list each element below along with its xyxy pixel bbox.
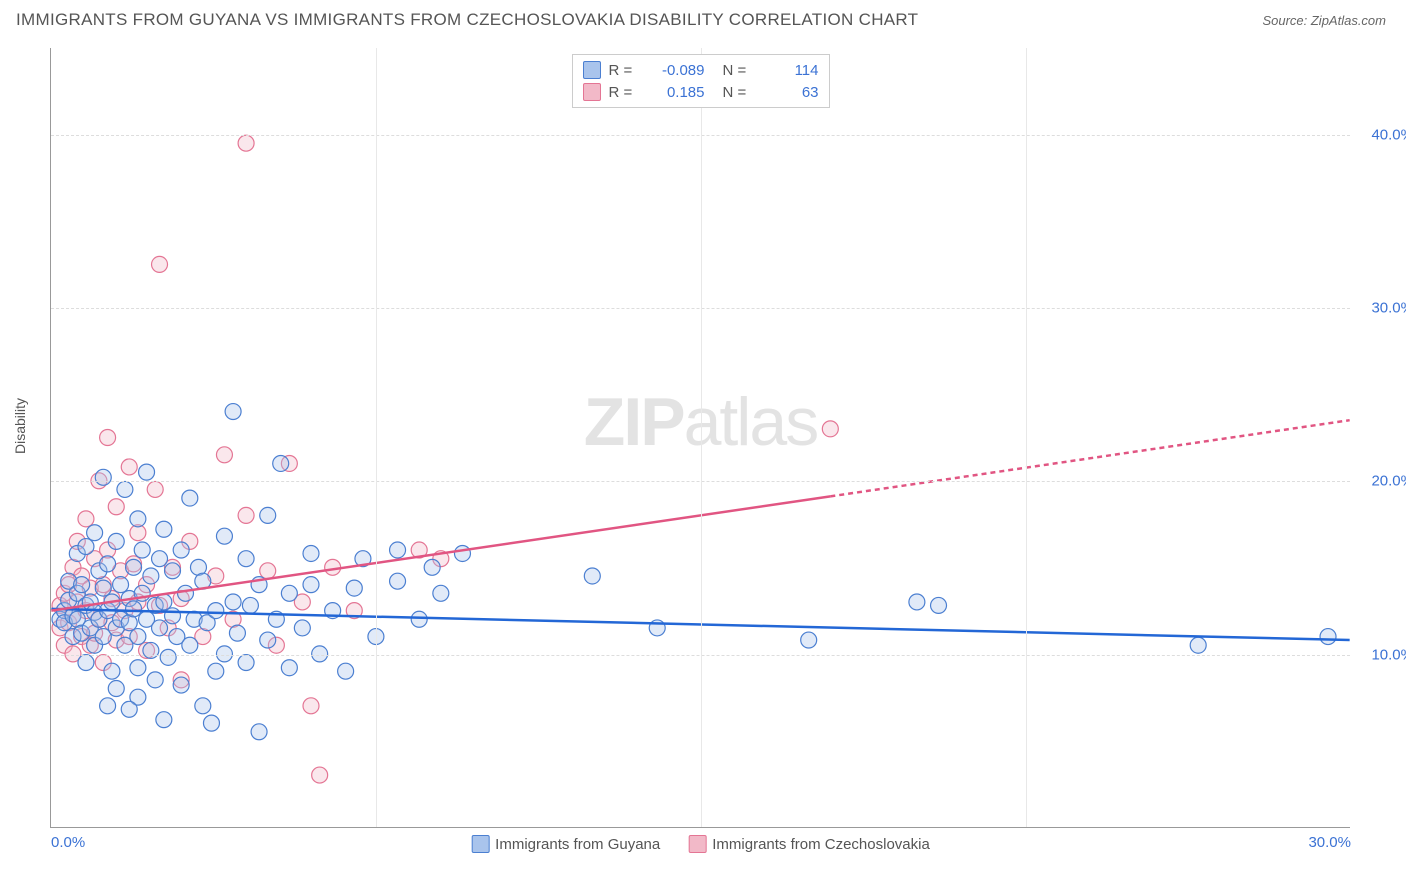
legend-item-guyana: Immigrants from Guyana [471, 835, 660, 853]
legend-row-guyana: R = -0.089 N = 114 [583, 59, 819, 81]
legend-item-czech: Immigrants from Czechoslovakia [688, 835, 930, 853]
gridline-v [376, 48, 377, 827]
swatch-guyana [583, 61, 601, 79]
gridline-v [701, 48, 702, 827]
gridline-v [1026, 48, 1027, 827]
chart-plot-area: ZIPatlas R = -0.089 N = 114 R = 0.185 N … [50, 48, 1350, 828]
chart-title: IMMIGRANTS FROM GUYANA VS IMMIGRANTS FRO… [16, 10, 918, 30]
y-tick-label: 10.0% [1371, 646, 1406, 663]
source-link[interactable]: ZipAtlas.com [1311, 13, 1386, 28]
swatch-czech [583, 83, 601, 101]
swatch-czech-icon [688, 835, 706, 853]
correlation-legend: R = -0.089 N = 114 R = 0.185 N = 63 [572, 54, 830, 108]
legend-row-czech: R = 0.185 N = 63 [583, 81, 819, 103]
series-legend: Immigrants from Guyana Immigrants from C… [471, 835, 930, 853]
y-axis-label: Disability [12, 398, 28, 454]
x-tick-label: 0.0% [51, 834, 85, 851]
y-tick-label: 20.0% [1371, 473, 1406, 490]
legend-label-guyana: Immigrants from Guyana [495, 836, 660, 853]
y-tick-label: 40.0% [1371, 126, 1406, 143]
x-tick-label: 30.0% [1308, 834, 1351, 851]
y-tick-label: 30.0% [1371, 300, 1406, 317]
swatch-guyana-icon [471, 835, 489, 853]
source-attribution: Source: ZipAtlas.com [1262, 13, 1386, 28]
legend-label-czech: Immigrants from Czechoslovakia [712, 836, 930, 853]
